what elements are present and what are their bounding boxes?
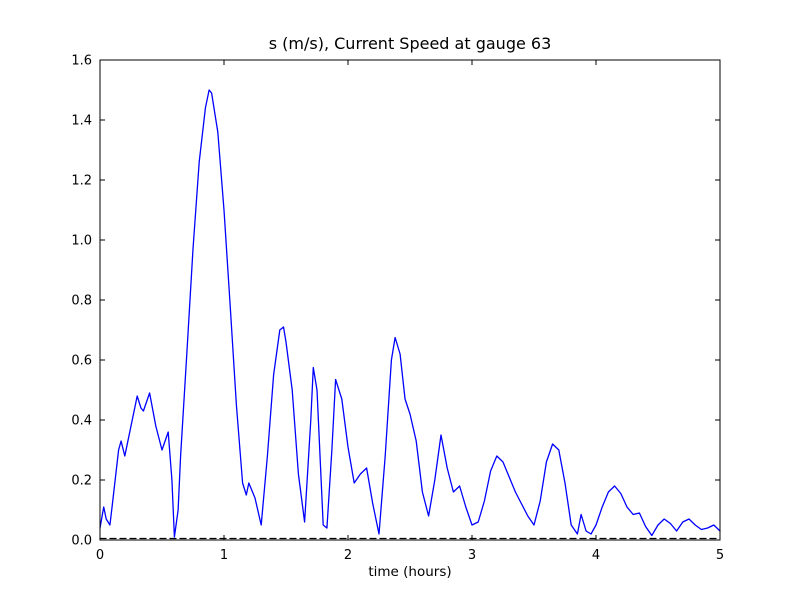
y-tick-label: 1.0 <box>71 234 92 249</box>
y-tick-label: 0.8 <box>71 294 92 309</box>
y-tick-label: 1.4 <box>71 114 92 129</box>
y-tick-label: 0.4 <box>71 414 92 429</box>
x-tick-label: 3 <box>468 548 476 563</box>
y-tick-label: 0.6 <box>71 354 92 369</box>
chart-title: s (m/s), Current Speed at gauge 63 <box>268 34 552 53</box>
x-tick-label: 2 <box>344 548 352 563</box>
y-tick-label: 0.0 <box>71 534 92 549</box>
x-tick-label: 0 <box>96 548 104 563</box>
series-current-speed <box>99 89 721 538</box>
x-tick-label: 1 <box>220 548 228 563</box>
y-tick-label: 1.2 <box>71 174 92 189</box>
x-axis-label: time (hours) <box>368 564 452 580</box>
y-tick-label: 0.2 <box>71 474 92 489</box>
x-tick-label: 5 <box>716 548 724 563</box>
x-tick-label: 4 <box>592 548 600 563</box>
y-tick-label: 1.6 <box>71 54 92 69</box>
plot-frame <box>99 59 721 541</box>
